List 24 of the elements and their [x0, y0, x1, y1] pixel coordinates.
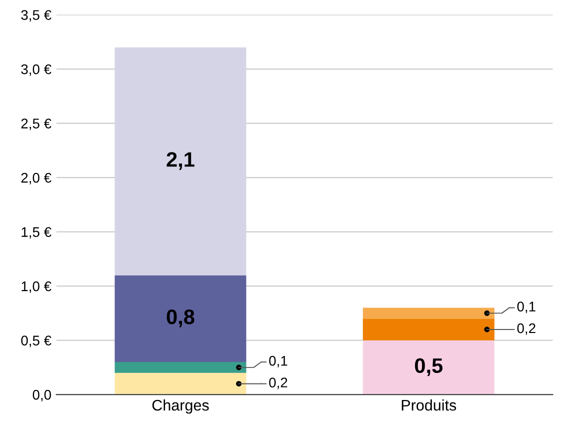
bar [114, 362, 246, 373]
bar [114, 275, 246, 362]
y-tick-label: 0,5 € [21, 336, 52, 348]
bar [362, 340, 494, 395]
y-tick-label: 2,5 € [21, 118, 52, 130]
data-label: 0,5 [414, 358, 443, 376]
bar [114, 47, 246, 276]
data-label: 0,8 [166, 309, 194, 328]
y-tick-label: 2,0 € [21, 172, 52, 184]
y-tick-label: 3,5 € [21, 10, 52, 22]
y-tick-label: 0,0 [32, 390, 51, 402]
bar [362, 318, 494, 340]
y-tick-label: 1,5 € [22, 227, 52, 239]
data-label: 2,1 [166, 152, 194, 170]
data-label: 0,1 [269, 356, 288, 368]
x-tick-label: Charges [152, 399, 209, 414]
y-tick-label: 3,0 € [21, 64, 52, 76]
bar [114, 372, 246, 395]
data-label: 0,1 [517, 302, 536, 314]
x-tick-label: Produits [402, 399, 456, 411]
bar [362, 308, 494, 319]
data-label: 0,2 [517, 323, 536, 335]
y-tick-label: 1,0 € [22, 281, 52, 293]
data-label: 0,2 [269, 378, 288, 390]
